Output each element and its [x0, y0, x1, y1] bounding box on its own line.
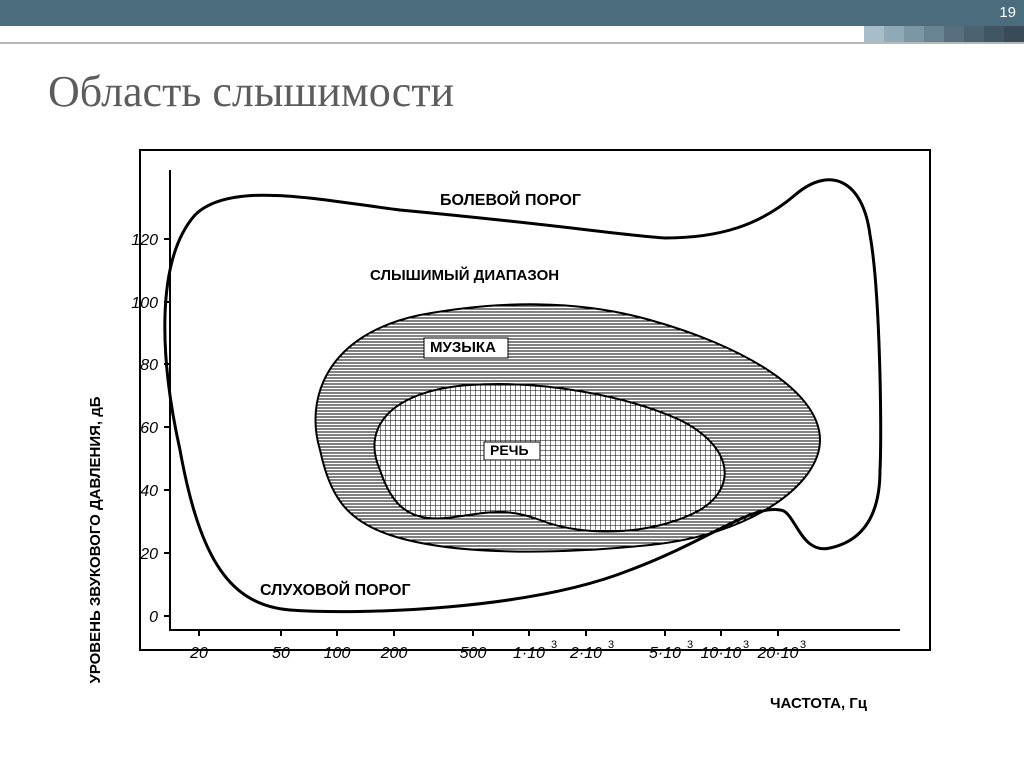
label-range: СЛЫШИМЫЙ ДИАПАЗОН	[370, 266, 559, 284]
svg-text:60: 60	[140, 420, 158, 437]
svg-text:3: 3	[608, 639, 614, 651]
svg-text:20: 20	[139, 546, 158, 563]
svg-text:0: 0	[149, 609, 158, 626]
svg-text:1·10: 1·10	[513, 645, 545, 662]
svg-text:5·10: 5·10	[649, 645, 681, 662]
label-speech: РЕЧЬ	[490, 442, 529, 458]
page-title: Область слышимости	[48, 66, 454, 117]
header-stripes	[864, 26, 1024, 42]
svg-text:80: 80	[140, 357, 158, 374]
svg-text:50: 50	[272, 645, 290, 662]
svg-text:200: 200	[380, 645, 408, 662]
svg-text:10·10: 10·10	[701, 645, 742, 662]
label-pain: БОЛЕВОЙ ПОРОГ	[440, 190, 581, 209]
slide: 19 Область слышимости 0 20 40 60 80 100 120 20 5…	[0, 0, 1024, 767]
label-music: МУЗЫКА	[430, 339, 496, 356]
svg-text:120: 120	[131, 232, 158, 249]
page-number: 19	[999, 4, 1016, 21]
svg-text:3: 3	[687, 639, 693, 651]
svg-text:100: 100	[131, 295, 158, 312]
label-threshold: СЛУХОВОЙ ПОРОГ	[260, 580, 411, 599]
header-band: 19	[0, 0, 1024, 26]
svg-text:3: 3	[800, 639, 806, 651]
y-axis-label: УРОВЕНЬ ЗВУКОВОГО ДАВЛЕНИЯ, дБ	[87, 396, 104, 683]
svg-text:500: 500	[460, 645, 487, 662]
divider	[0, 42, 1024, 44]
svg-text:100: 100	[324, 645, 351, 662]
svg-text:20·10: 20·10	[757, 645, 799, 662]
audibility-chart: 0 20 40 60 80 100 120 20 50 100 200 500 1·10 3 2·10 3 5·…	[60, 140, 950, 725]
svg-text:3: 3	[551, 639, 557, 651]
svg-text:2·10: 2·10	[569, 645, 602, 662]
svg-text:40: 40	[140, 483, 158, 500]
x-axis-label: ЧАСТОТА, Гц	[770, 695, 868, 712]
svg-text:3: 3	[743, 639, 749, 651]
svg-text:20: 20	[189, 645, 208, 662]
